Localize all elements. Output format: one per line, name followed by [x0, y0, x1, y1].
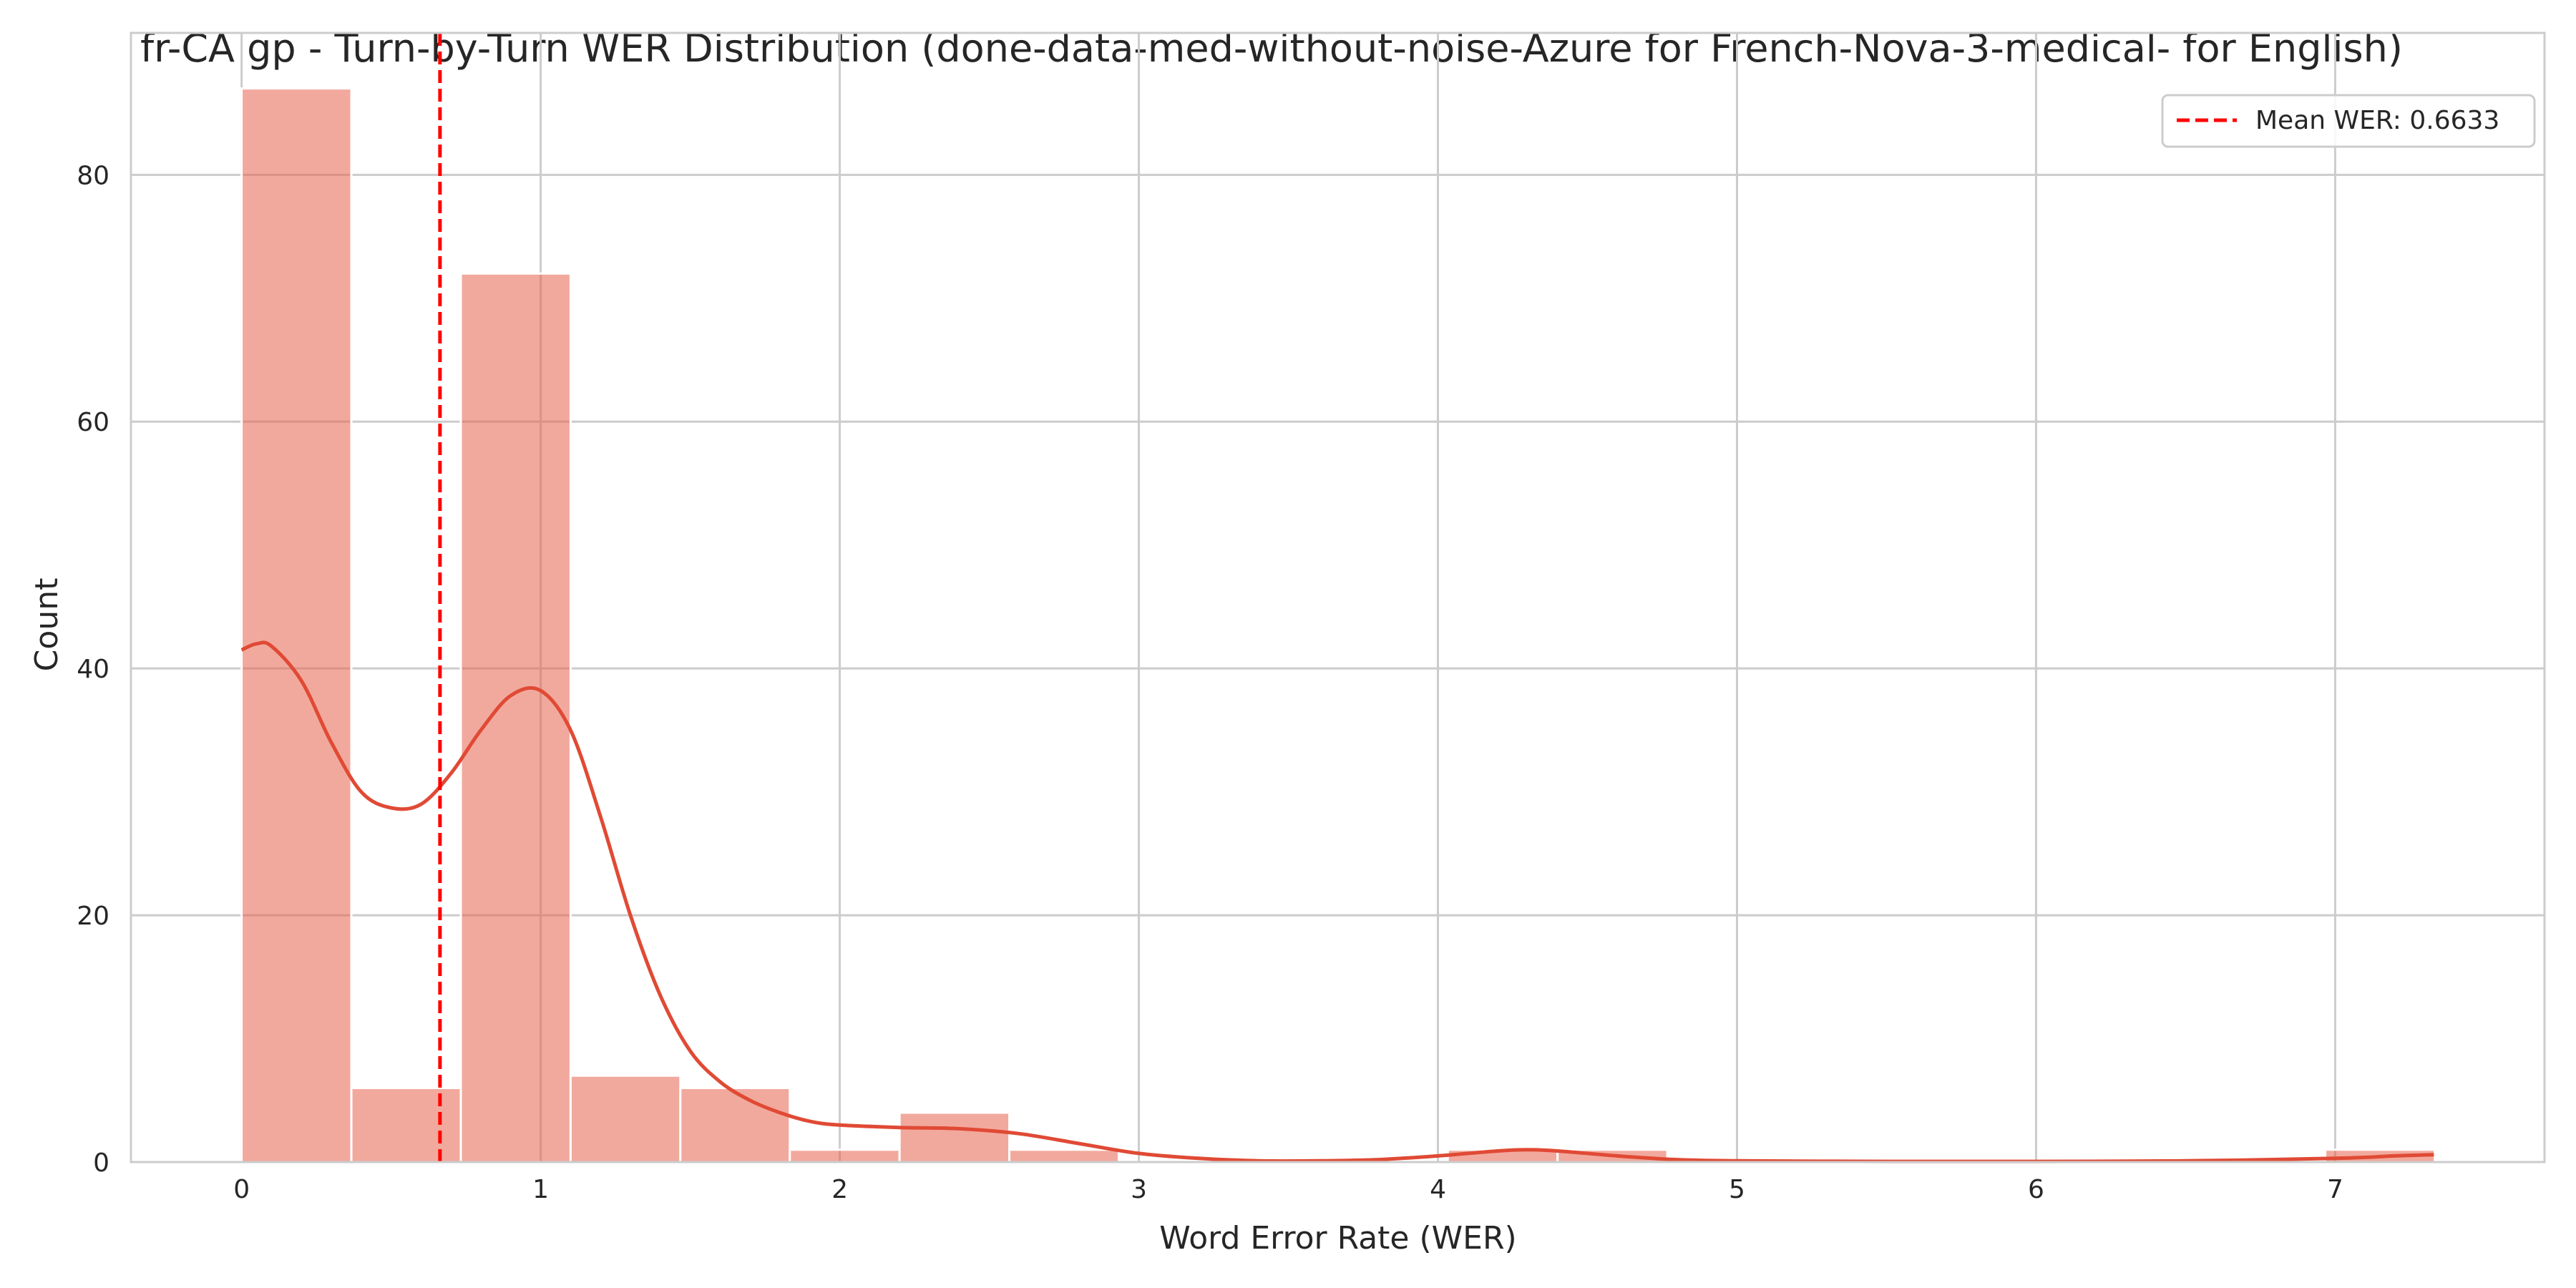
- x-tick-label-1: 1: [532, 1175, 549, 1204]
- plot-frame: [130, 31, 2546, 1163]
- histogram-bar-7: [1008, 1148, 1121, 1163]
- x-tick-label-6: 6: [2028, 1175, 2044, 1204]
- legend-box: [2161, 94, 2536, 148]
- x-tick-label-0: 0: [233, 1175, 250, 1204]
- x-tick-label-3: 3: [1131, 1175, 1147, 1204]
- histogram-bars: [240, 87, 2436, 1163]
- legend: Mean WER: 0.6633: [2161, 94, 2536, 148]
- x-tick-label-5: 5: [1729, 1175, 1745, 1204]
- histogram-bar-2: [459, 272, 572, 1163]
- x-tick-label-7: 7: [2327, 1175, 2343, 1204]
- y-tick-labels: 0 20 40 60 80: [77, 161, 109, 1178]
- y-axis-label: Count: [29, 578, 65, 672]
- y-tick-label-0: 0: [93, 1148, 109, 1178]
- y-tick-label-2: 40: [77, 655, 109, 684]
- x-tick-labels: 0 1 2 3 4 5 6 7: [233, 1175, 2343, 1204]
- histogram-bar-0: [240, 87, 353, 1163]
- histogram-bar-4: [679, 1087, 791, 1163]
- y-tick-label-3: 60: [77, 408, 109, 437]
- legend-label: Mean WER: 0.6633: [2255, 106, 2499, 135]
- histogram-bar-6: [898, 1111, 1011, 1163]
- histogram-bar-1: [350, 1087, 462, 1163]
- y-tick-label-4: 80: [77, 161, 109, 190]
- x-axis-label: Word Error Rate (WER): [1159, 1220, 1516, 1257]
- x-tick-label-2: 2: [831, 1175, 848, 1204]
- x-tick-label-4: 4: [1430, 1175, 1446, 1204]
- y-tick-label-1: 20: [77, 902, 109, 931]
- histogram-bar-3: [569, 1074, 682, 1163]
- histogram-bar-5: [789, 1148, 901, 1163]
